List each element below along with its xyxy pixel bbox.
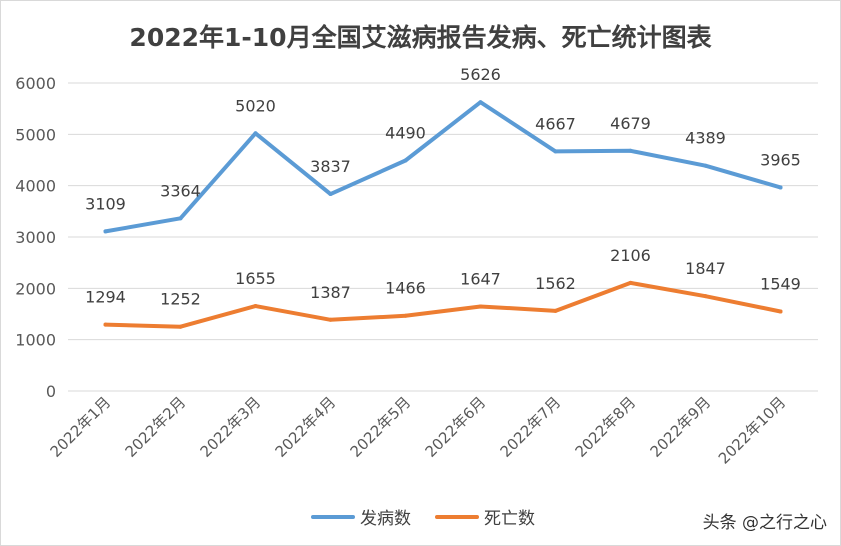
watermark: 头条 @之行之心 [702, 513, 827, 533]
x-tick-label: 2022年10月 [715, 393, 789, 467]
chart-title: 2022年1-10月全国艾滋病报告发病、死亡统计图表 [129, 23, 712, 52]
y-tick-label: 2000 [15, 279, 56, 298]
data-point [778, 185, 783, 190]
data-label: 1647 [460, 269, 501, 288]
y-tick-label: 5000 [15, 125, 56, 144]
data-point [628, 280, 633, 285]
data-label: 2106 [610, 246, 651, 265]
data-point [328, 192, 333, 197]
y-tick-label: 4000 [15, 177, 56, 196]
data-point [703, 163, 708, 168]
data-point [478, 100, 483, 105]
data-point [328, 317, 333, 322]
data-label: 4490 [385, 124, 426, 143]
data-point [628, 148, 633, 153]
x-tick-label: 2022年6月 [422, 393, 490, 461]
data-point [478, 304, 483, 309]
series-line-1 [103, 100, 783, 234]
data-label: 5020 [235, 96, 276, 115]
x-tick-label: 2022年3月 [197, 393, 265, 461]
data-label: 3837 [310, 157, 351, 176]
data-label: 3109 [85, 194, 126, 213]
x-tick-label: 2022年8月 [572, 393, 640, 461]
x-tick-label: 2022年5月 [347, 393, 415, 461]
data-label: 1252 [160, 290, 201, 309]
data-label: 4679 [610, 114, 651, 133]
x-tick-label: 2022年1月 [47, 393, 115, 461]
series-line-2 [103, 280, 783, 329]
data-label: 1655 [235, 269, 276, 288]
data-point [778, 309, 783, 314]
data-point [103, 229, 108, 234]
y-tick-label: 0 [46, 382, 56, 401]
data-point [253, 131, 258, 136]
x-tick-label: 2022年7月 [497, 393, 565, 461]
data-point [553, 308, 558, 313]
legend-label: 死亡数 [484, 509, 535, 529]
data-label: 3965 [760, 150, 801, 169]
data-point [403, 313, 408, 318]
legend-label: 发病数 [360, 509, 411, 529]
data-point [403, 158, 408, 163]
y-tick-label: 6000 [15, 74, 56, 93]
y-tick-label: 3000 [15, 228, 56, 247]
data-label: 1294 [85, 288, 126, 307]
data-label: 1847 [685, 259, 726, 278]
data-label: 1466 [385, 279, 426, 298]
data-label: 4667 [535, 114, 576, 133]
data-label: 1549 [760, 274, 801, 293]
data-label: 1562 [535, 274, 576, 293]
data-label: 3364 [160, 181, 201, 200]
data-label: 1387 [310, 283, 351, 302]
x-tick-label: 2022年9月 [647, 393, 715, 461]
x-tick-label: 2022年4月 [272, 393, 340, 461]
data-point [703, 294, 708, 299]
y-tick-label: 1000 [15, 331, 56, 350]
data-point [103, 322, 108, 327]
data-label: 4389 [685, 129, 726, 148]
data-point [178, 216, 183, 221]
data-point [178, 324, 183, 329]
data-label: 5626 [460, 65, 501, 84]
data-point [553, 149, 558, 154]
x-tick-label: 2022年2月 [122, 393, 190, 461]
data-point [253, 304, 258, 309]
